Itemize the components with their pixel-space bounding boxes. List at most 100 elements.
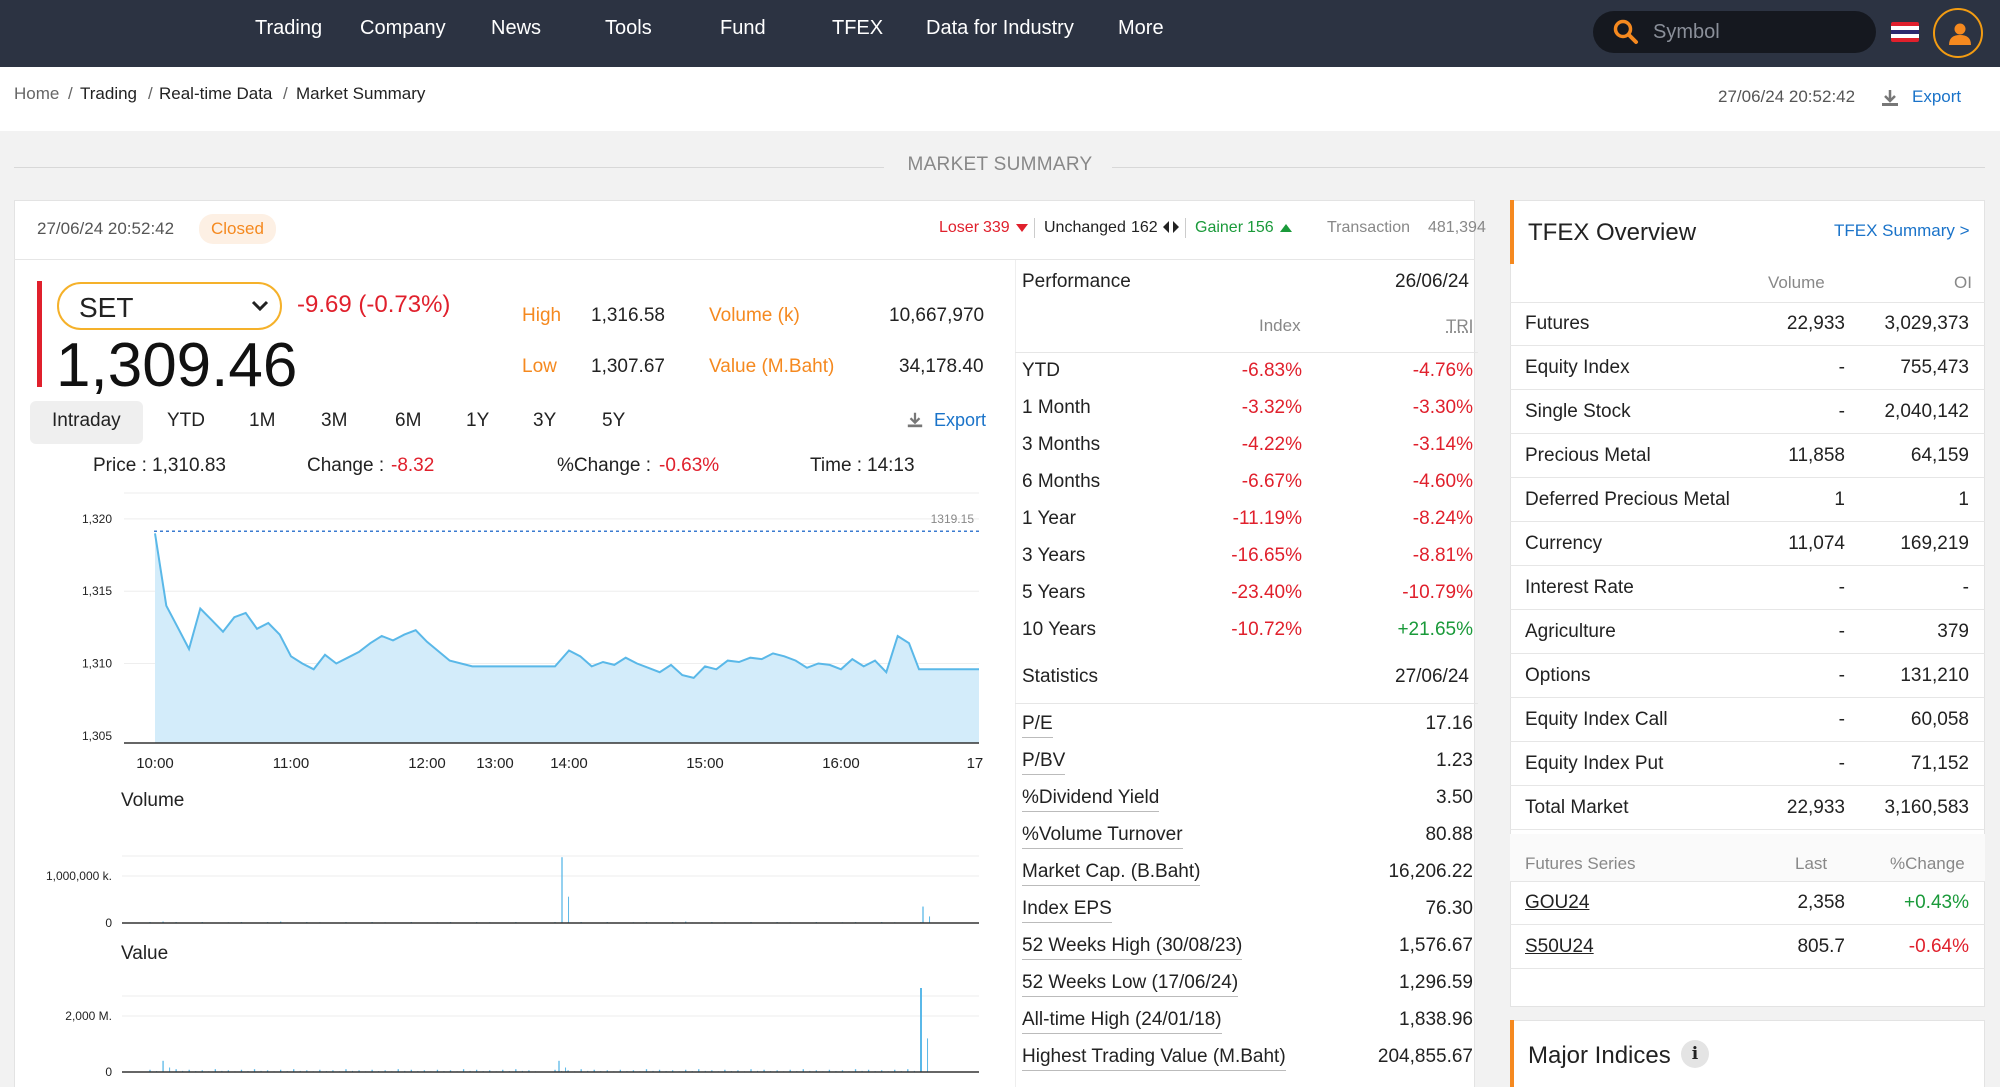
thai-flag-icon[interactable] <box>1891 22 1919 42</box>
breadcrumb-home[interactable]: Home <box>14 84 60 103</box>
info-icon[interactable]: i <box>1681 1040 1709 1068</box>
y-tick-label: 1,000,000 k. <box>46 869 112 883</box>
tfex-row-name: Interest Rate <box>1525 577 1634 598</box>
futures-series-name[interactable]: GOU24 <box>1525 892 1590 913</box>
stat-row-value: 1.23 <box>1436 750 1473 771</box>
index-select-dropdown[interactable]: SET <box>57 282 282 330</box>
nav-trading[interactable]: Trading <box>255 17 323 39</box>
col-tri-header[interactable]: TRI <box>1446 316 1474 335</box>
breadcrumb-realtime-data[interactable]: Real-time Data <box>159 84 273 103</box>
tab-intraday[interactable]: Intraday <box>52 410 121 431</box>
chart-export-label: Export <box>934 410 987 430</box>
search-input[interactable]: Symbol <box>1593 11 1876 53</box>
tfex-row[interactable]: Total Market 22,933 3,160,583 <box>1510 786 1985 830</box>
tab-1y[interactable]: 1Y <box>466 410 490 431</box>
tfex-row[interactable]: Interest Rate - - <box>1510 566 1985 610</box>
volume-value: 10,667,970 <box>889 305 985 326</box>
tfex-row-oi: 60,058 <box>1910 709 1969 730</box>
tfex-row[interactable]: Deferred Precious Metal 1 1 <box>1510 478 1985 522</box>
tfex-row[interactable]: Equity Index - 755,473 <box>1510 346 1985 390</box>
stat-row-label: All-time High (24/01/18) <box>1022 1009 1222 1034</box>
tfex-row[interactable]: Options - 131,210 <box>1510 654 1985 698</box>
tab-5y[interactable]: 5Y <box>602 410 626 431</box>
futures-series-header-bg <box>1510 834 1985 881</box>
divider <box>14 167 884 168</box>
tooltip-time-label: Time : <box>810 455 863 476</box>
price-area <box>155 533 979 743</box>
nav-more[interactable]: More <box>1118 17 1164 39</box>
index-select-value: SET <box>79 292 134 323</box>
nav-company[interactable]: Company <box>360 17 446 39</box>
futures-series-last: 2,358 <box>1797 892 1845 913</box>
nav-data-for-industry[interactable]: Data for Industry <box>926 17 1074 39</box>
transaction-label: Transaction <box>1327 219 1410 236</box>
price-chart[interactable]: 1319.15 1,305 1,310 1,315 1,320 10:00 11:00 12:… <box>14 490 984 780</box>
value-chart[interactable]: 0 2,000 M. <box>14 970 984 1087</box>
performance-date: 26/06/24 <box>1395 271 1469 292</box>
futures-series-last-header: Last <box>1795 854 1828 873</box>
breadcrumb-trading[interactable]: Trading <box>80 84 138 103</box>
tab-3m[interactable]: 3M <box>321 410 348 431</box>
stat-row-label: Highest Trading Value (M.Baht) <box>1022 1046 1286 1071</box>
tfex-row-oi: 379 <box>1937 621 1969 642</box>
tab-1m[interactable]: 1M <box>249 410 276 431</box>
tfex-row-volume: 22,933 <box>1786 313 1845 334</box>
tfex-row[interactable]: Currency 11,074 169,219 <box>1510 522 1985 566</box>
futures-series-row[interactable]: GOU24 2,358 +0.43% <box>1510 881 1985 925</box>
tfex-row-name: Equity Index Put <box>1525 753 1664 774</box>
left-right-arrows-icon <box>1163 221 1179 233</box>
y-tick-label: 2,000 M. <box>65 1009 112 1023</box>
nav-tfex[interactable]: TFEX <box>832 17 884 39</box>
perf-row-index: -23.40% <box>1231 582 1302 603</box>
x-tick-label: 14:00 <box>550 755 588 772</box>
perf-row-index: -16.65% <box>1231 545 1302 566</box>
nav-news[interactable]: News <box>491 17 542 39</box>
index-value: 1,309.46 <box>56 331 298 400</box>
tfex-row[interactable]: Equity Index Put - 71,152 <box>1510 742 1985 786</box>
stat-row-label[interactable]: P/E <box>1022 713 1053 738</box>
export-label: Export <box>1912 87 1962 106</box>
nav-tools[interactable]: Tools <box>605 17 652 39</box>
x-tick-label: 12:00 <box>408 755 446 772</box>
perf-row-index: -11.19% <box>1232 508 1302 529</box>
section-accent-bar <box>1510 1020 1514 1087</box>
tab-6m[interactable]: 6M <box>395 410 422 431</box>
divider <box>1015 352 1478 353</box>
gainer-label: Gainer <box>1195 219 1244 236</box>
price-line <box>154 533 979 680</box>
futures-series-name[interactable]: S50U24 <box>1525 936 1594 957</box>
stat-row-label[interactable]: Index EPS <box>1022 898 1112 923</box>
tfex-row[interactable]: Agriculture - 379 <box>1510 610 1985 654</box>
perf-row-label: 10 Years <box>1022 619 1096 640</box>
stat-row-label[interactable]: %Volume Turnover <box>1022 824 1183 849</box>
up-triangle-icon <box>1280 224 1292 232</box>
prev-close-label: 1319.15 <box>931 512 975 526</box>
stat-row-label[interactable]: %Dividend Yield <box>1022 787 1160 812</box>
tooltip-time: 14:13 <box>867 455 915 476</box>
tfex-row[interactable]: Single Stock - 2,040,142 <box>1510 390 1985 434</box>
tab-3y[interactable]: 3Y <box>533 410 557 431</box>
chart-export-button[interactable]: Export <box>906 410 986 434</box>
tfex-summary-link[interactable]: TFEX Summary > <box>1834 221 1970 240</box>
tfex-row[interactable]: Precious Metal 11,858 64,159 <box>1510 434 1985 478</box>
stat-row-label[interactable]: P/BV <box>1022 750 1066 775</box>
tooltip-change-label: Change : <box>307 455 385 476</box>
stat-row-value: 1,576.67 <box>1399 935 1473 956</box>
tfex-row-oi: 1 <box>1958 489 1969 510</box>
tfex-row[interactable]: Equity Index Call - 60,058 <box>1510 698 1985 742</box>
tfex-title: TFEX Overview <box>1528 219 1697 246</box>
tooltip-price-label: Price : <box>93 455 147 476</box>
x-tick-label: 13:00 <box>476 755 514 772</box>
volume-chart[interactable]: 0 1,000,000 k. <box>14 815 984 930</box>
tab-ytd[interactable]: YTD <box>167 410 205 431</box>
tfex-row[interactable]: Futures 22,933 3,029,373 <box>1510 302 1985 346</box>
tfex-row-name: Futures <box>1525 313 1590 334</box>
col-index-header: Index <box>1259 316 1301 335</box>
user-avatar-button[interactable] <box>1933 8 1983 58</box>
stat-row-value: 1,838.96 <box>1399 1009 1473 1030</box>
breadcrumb-bar: Home / Trading / Real-time Data / Market… <box>0 67 2000 131</box>
nav-fund[interactable]: Fund <box>720 17 766 39</box>
stat-row-label[interactable]: Market Cap. (B.Baht) <box>1022 861 1201 886</box>
tooltip-change: -8.32 <box>391 455 435 476</box>
futures-series-row[interactable]: S50U24 805.7 -0.64% <box>1510 925 1985 969</box>
